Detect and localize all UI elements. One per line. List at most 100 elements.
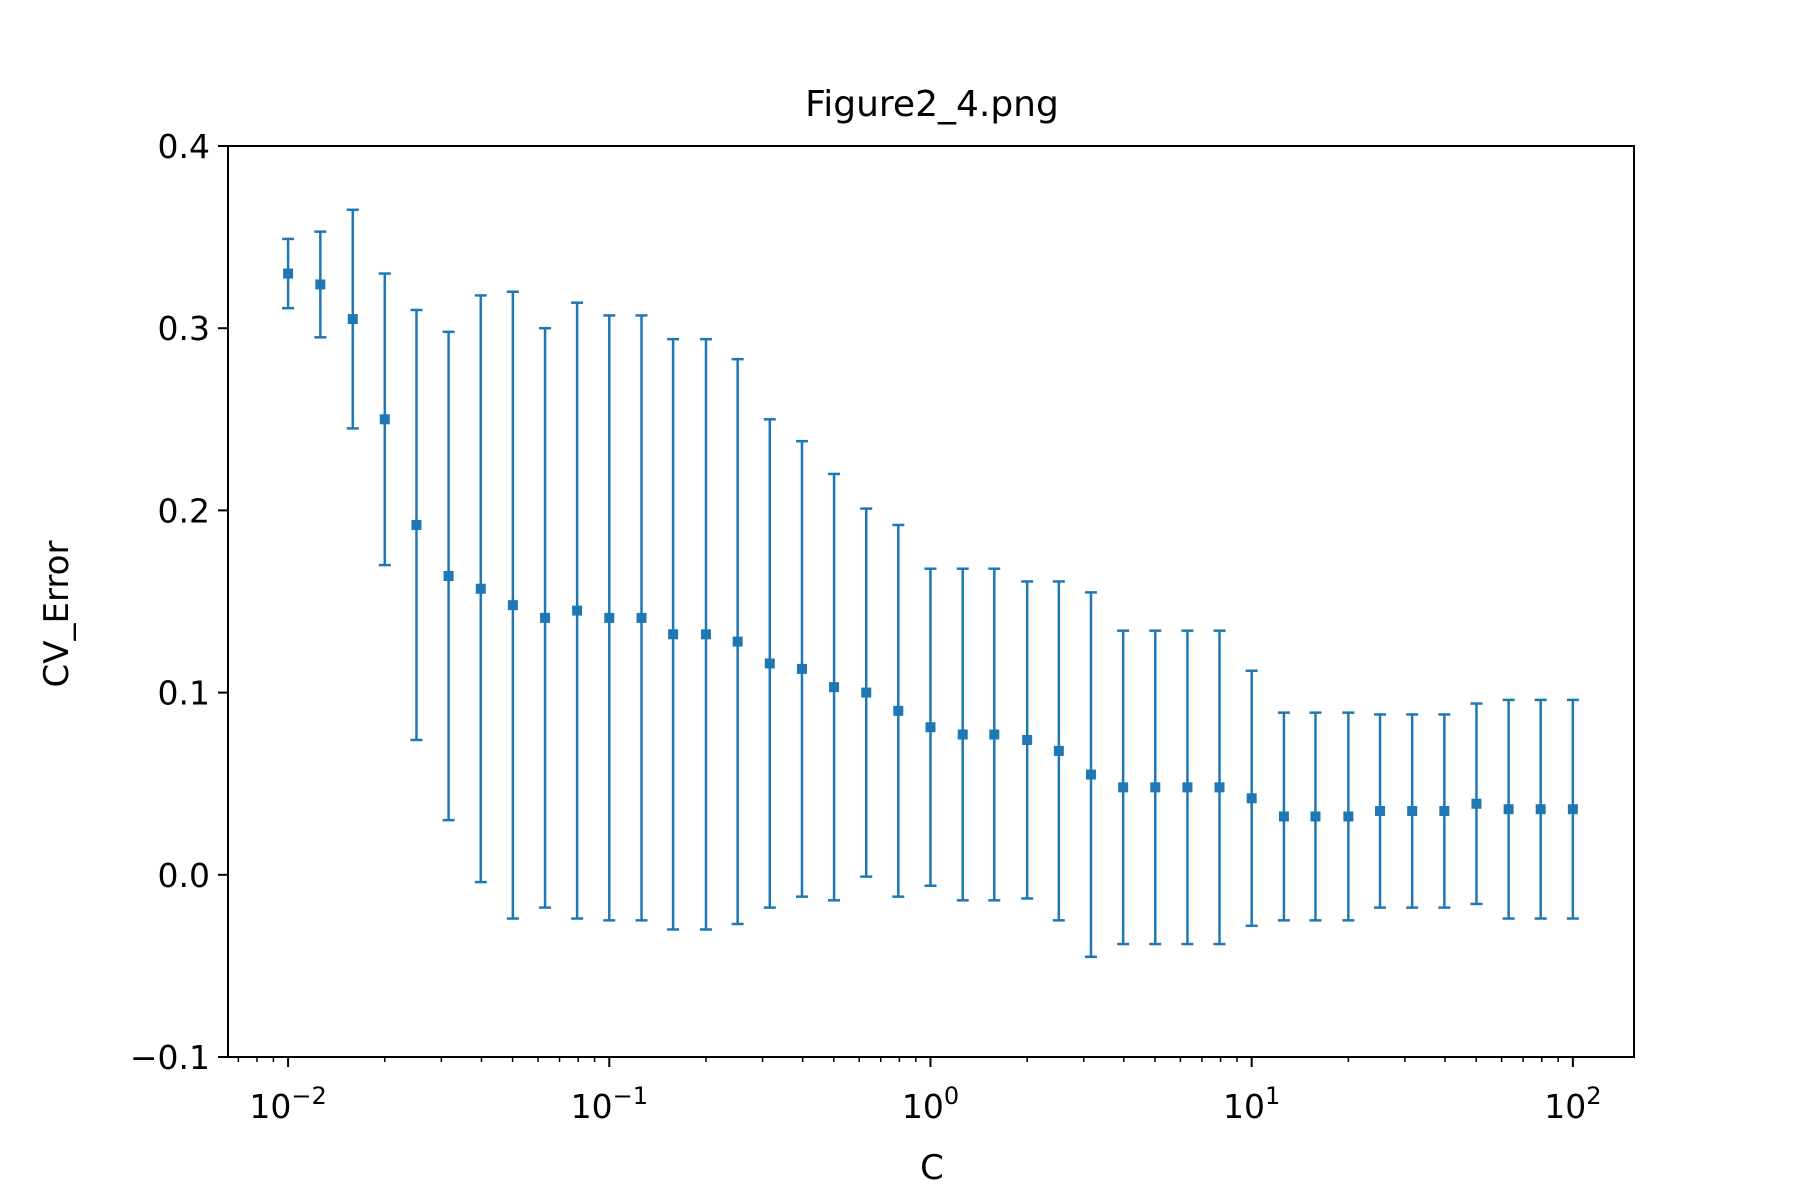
data-marker <box>829 682 840 693</box>
data-point <box>1021 580 1034 900</box>
data-marker <box>957 729 968 740</box>
data-marker <box>1022 734 1033 745</box>
axes-frame <box>227 145 1635 1058</box>
data-marker <box>1118 782 1129 793</box>
data-point <box>956 567 969 902</box>
data-marker <box>1407 806 1418 817</box>
data-point <box>1181 629 1194 946</box>
data-marker <box>411 519 422 530</box>
data-marker <box>1053 745 1064 756</box>
data-point <box>1374 713 1387 909</box>
data-point <box>1213 629 1226 946</box>
data-point <box>892 523 905 898</box>
data-point <box>603 314 616 922</box>
data-point <box>1117 629 1130 946</box>
y-tick-label: 0.2 <box>158 491 210 530</box>
data-point <box>1534 698 1547 920</box>
data-point <box>828 472 841 902</box>
y-tick-label: 0.3 <box>158 309 210 348</box>
data-marker <box>507 600 518 611</box>
data-marker <box>1310 811 1321 822</box>
data-marker <box>1182 782 1193 793</box>
data-marker <box>1535 804 1546 815</box>
data-marker <box>796 663 807 674</box>
data-point <box>571 301 584 920</box>
data-point <box>860 507 873 878</box>
data-point <box>635 314 648 922</box>
data-marker <box>1278 811 1289 822</box>
data-point <box>763 418 776 909</box>
y-axis-ticks: −0.1 0.0 0.1 0.2 0.3 0.4 <box>130 127 228 1077</box>
x-tick-label: 100 <box>902 1082 959 1126</box>
data-point <box>667 337 680 931</box>
data-point <box>506 290 519 920</box>
data-marker <box>475 583 486 594</box>
data-point <box>1149 629 1162 946</box>
data-marker <box>893 705 904 716</box>
data-point <box>795 439 808 898</box>
data-marker <box>764 658 775 669</box>
data-marker <box>315 279 326 290</box>
data-marker <box>668 629 679 640</box>
x-axis-label: C <box>920 1148 944 1188</box>
data-point <box>1406 713 1419 909</box>
plot-area <box>282 208 1579 959</box>
y-tick-label: 0.0 <box>158 856 210 895</box>
data-marker <box>1214 782 1225 793</box>
data-marker <box>1503 804 1514 815</box>
y-tick-label: −0.1 <box>130 1038 210 1077</box>
data-point <box>1052 580 1065 922</box>
data-point <box>1309 711 1322 922</box>
data-point <box>1502 698 1515 920</box>
data-point <box>282 237 295 310</box>
data-marker <box>1439 806 1450 817</box>
data-marker <box>861 687 872 698</box>
data-marker <box>989 729 1000 740</box>
x-tick-label: 101 <box>1223 1082 1280 1126</box>
data-marker <box>379 414 390 425</box>
data-marker <box>540 612 551 623</box>
data-marker <box>732 636 743 647</box>
data-point <box>346 208 359 430</box>
data-point <box>924 567 937 887</box>
data-marker <box>1150 782 1161 793</box>
data-marker <box>572 605 583 616</box>
data-marker <box>347 314 358 325</box>
data-point <box>1470 702 1483 906</box>
data-point <box>1438 713 1451 909</box>
data-marker <box>604 612 615 623</box>
data-point <box>539 326 552 909</box>
x-tick-label: 102 <box>1544 1082 1601 1126</box>
data-point <box>1245 669 1258 928</box>
chart-title: Figure2_4.png <box>805 84 1059 125</box>
data-marker <box>283 268 294 279</box>
data-marker <box>1375 806 1386 817</box>
data-marker <box>1567 804 1578 815</box>
data-marker <box>1471 798 1482 809</box>
y-axis-label: CV_Error <box>37 541 77 688</box>
data-point <box>314 230 327 339</box>
data-marker <box>636 612 647 623</box>
y-tick-label: 0.4 <box>158 127 210 166</box>
x-tick-label: 10−2 <box>249 1082 326 1126</box>
data-point <box>988 567 1001 902</box>
data-point <box>731 357 744 926</box>
data-marker <box>443 570 454 581</box>
data-point <box>378 272 391 567</box>
data-point <box>474 294 487 884</box>
data-marker <box>925 722 936 733</box>
y-tick-label: 0.1 <box>158 674 210 713</box>
data-marker <box>1246 793 1257 804</box>
data-point <box>1277 711 1290 922</box>
data-marker <box>700 629 711 640</box>
data-point <box>442 330 455 822</box>
data-point <box>410 308 423 742</box>
data-point <box>1566 698 1579 920</box>
data-point <box>1084 591 1097 959</box>
data-point <box>699 337 712 931</box>
data-marker <box>1343 811 1354 822</box>
x-tick-label: 10−1 <box>571 1082 648 1126</box>
data-marker <box>1085 769 1096 780</box>
